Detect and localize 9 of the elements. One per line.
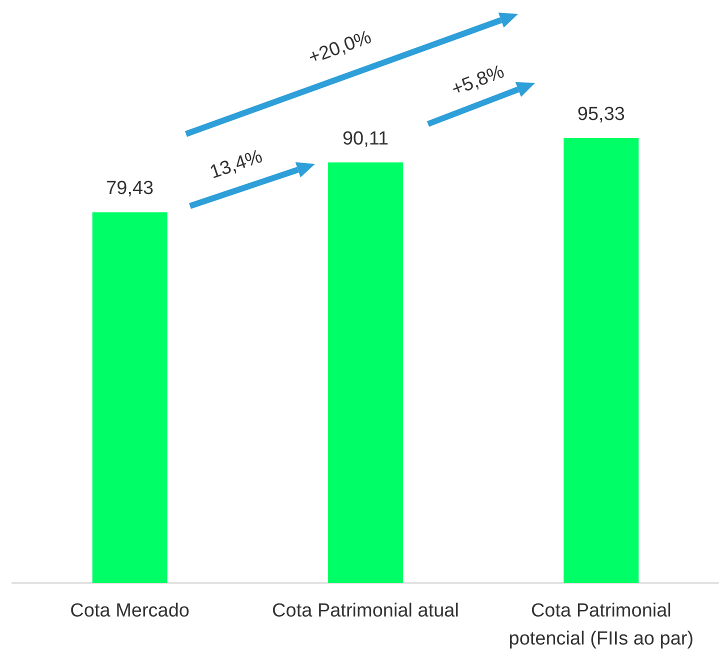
text: +5,8% — [448, 61, 508, 100]
data-label: 95,33 — [577, 104, 625, 125]
x-tick-label: Cota Patrimonial atual — [272, 600, 459, 622]
data-label: 90,11 — [342, 128, 389, 150]
annotation: 13,4% — [207, 146, 266, 184]
x-tick-label: Cota Patrimonial potencial (FIIs ao par) — [508, 600, 694, 650]
data-label: 79,43 — [106, 178, 154, 200]
text: +20,0% — [306, 26, 374, 69]
x-tick-label: Cota Mercado — [70, 600, 190, 622]
